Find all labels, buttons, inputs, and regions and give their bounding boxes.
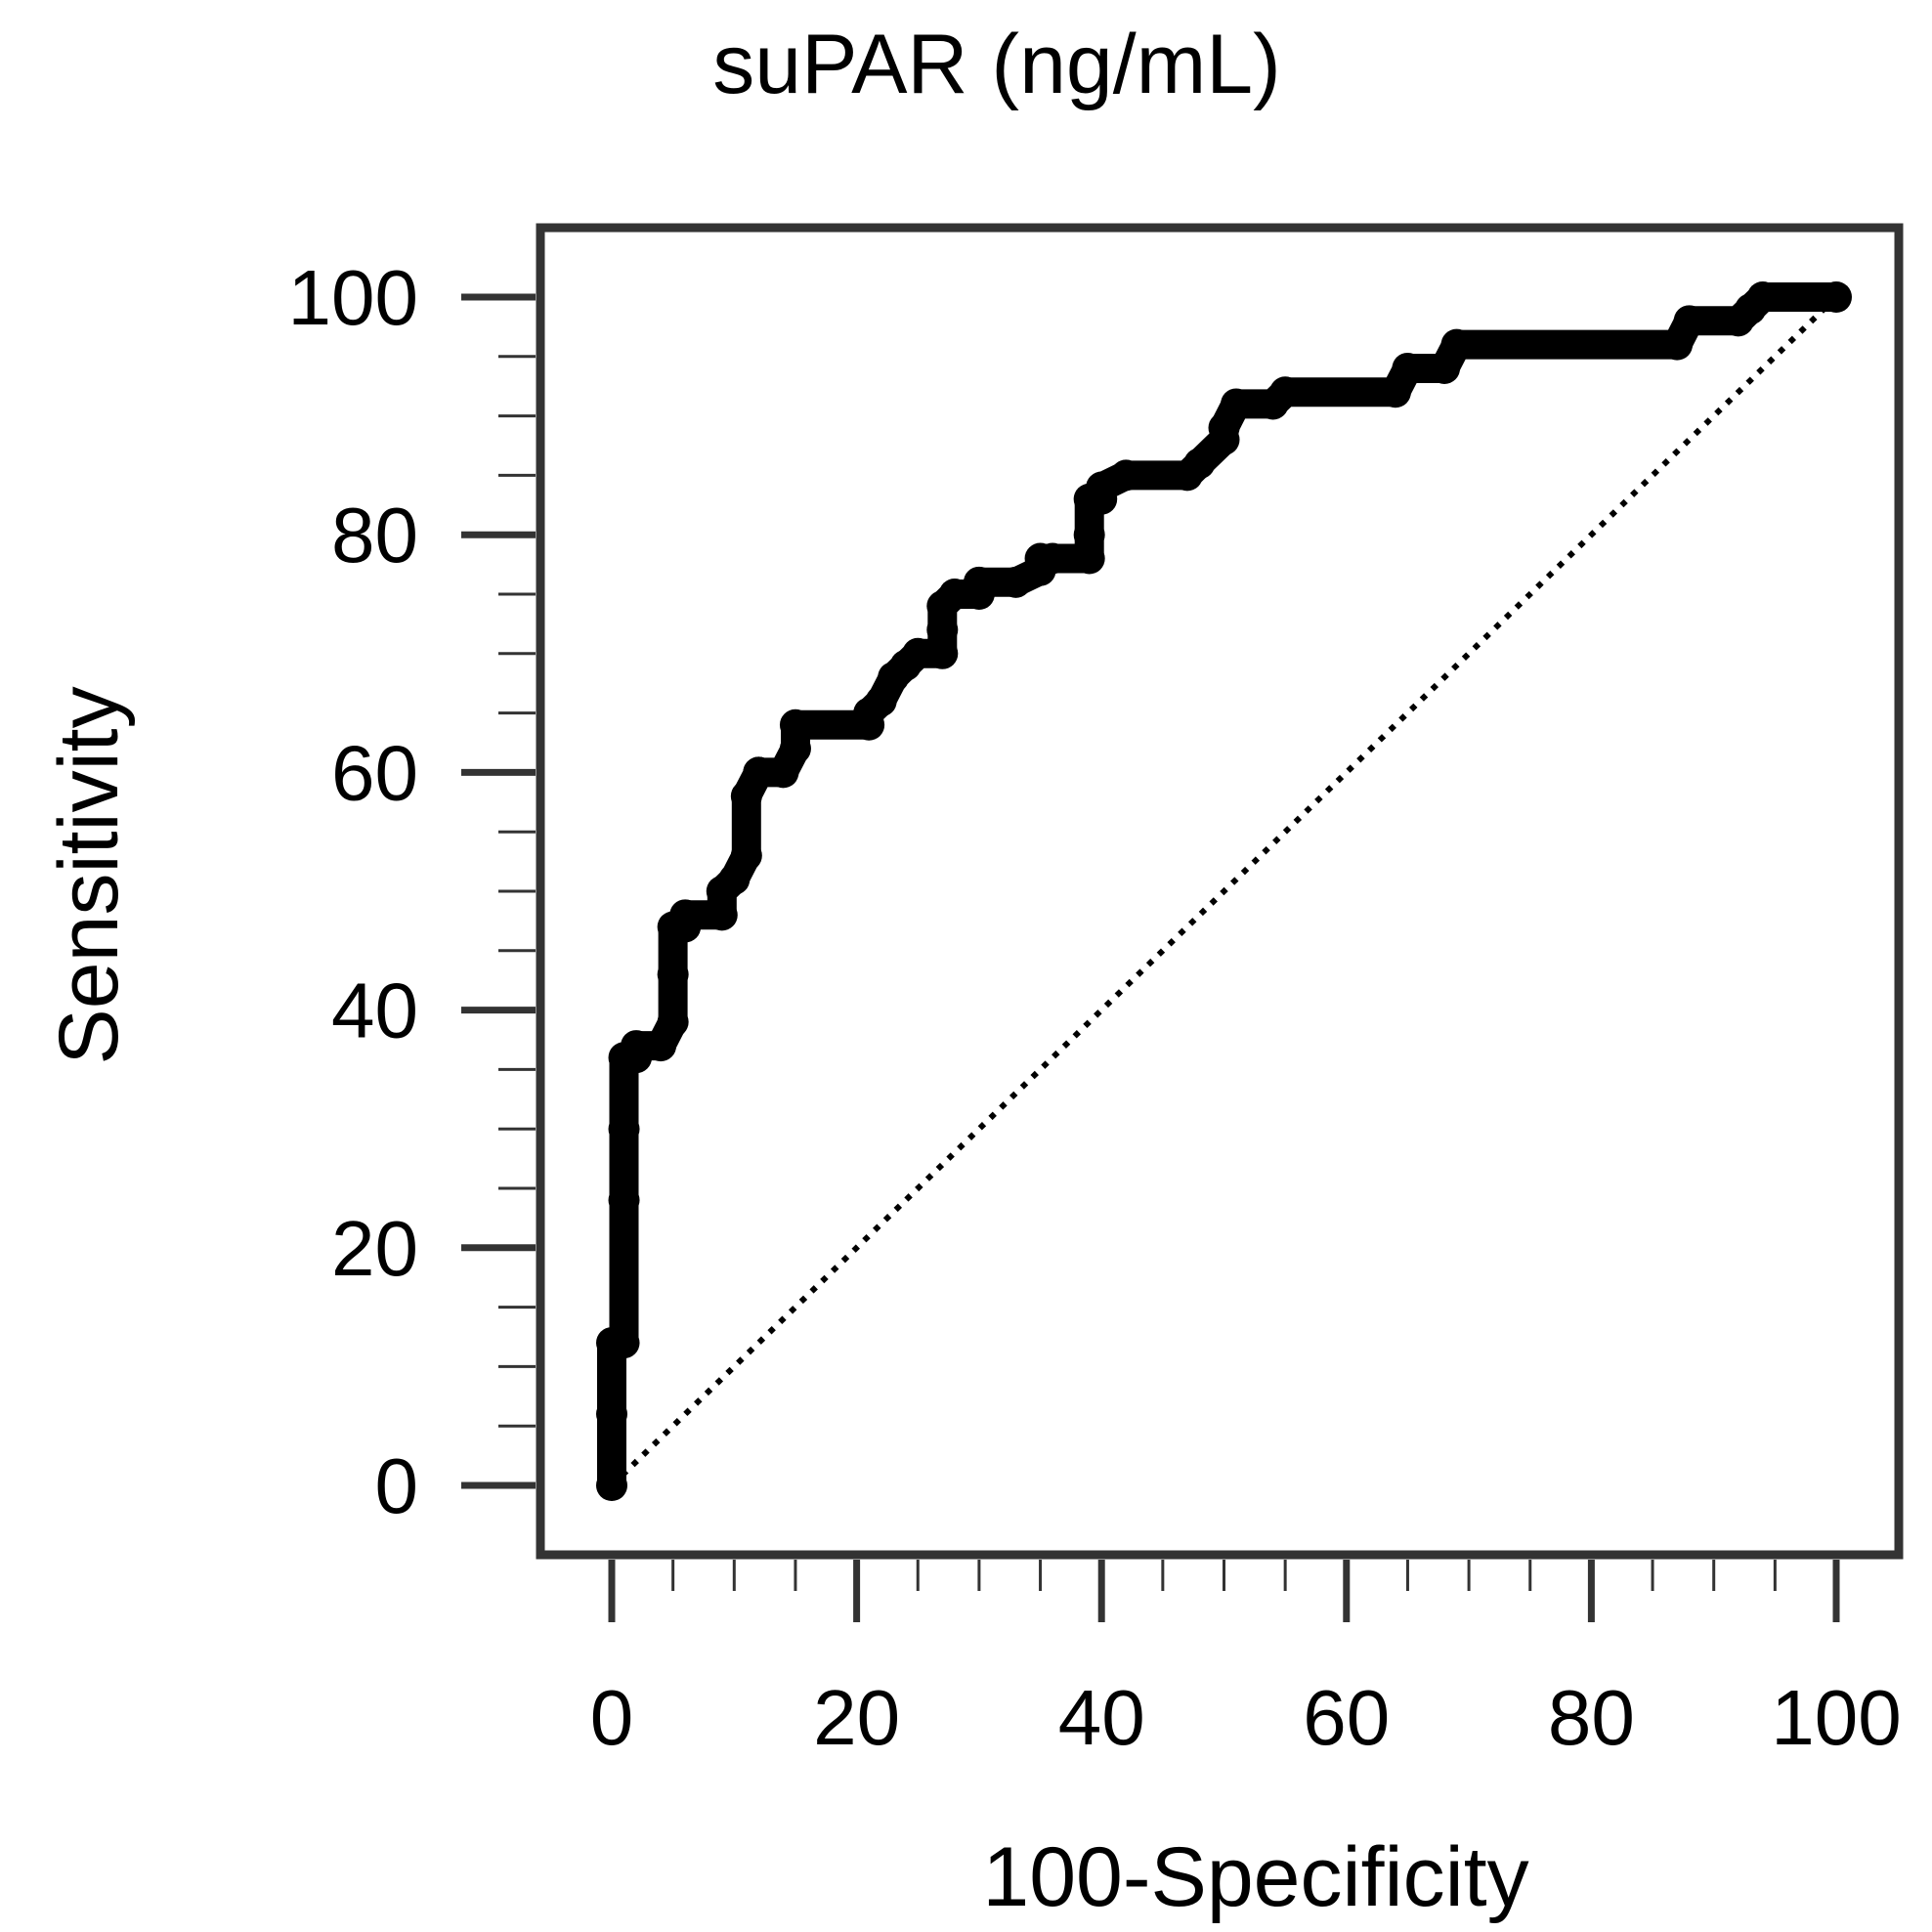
roc-point <box>779 708 811 741</box>
roc-point <box>938 579 970 610</box>
roc-point <box>1208 411 1240 444</box>
roc-point <box>657 1006 689 1038</box>
roc-point <box>963 566 995 598</box>
roc-point <box>1073 542 1105 575</box>
x-tick-label: 0 <box>590 1674 634 1761</box>
reference-diagonal-line <box>609 294 1839 1488</box>
roc-point <box>706 899 738 931</box>
x-tick-label: 80 <box>1548 1674 1635 1761</box>
roc-point <box>1110 459 1142 492</box>
roc-point <box>779 733 811 765</box>
y-tick-label: 0 <box>375 1442 419 1529</box>
x-tick-label: 40 <box>1058 1674 1145 1761</box>
roc-point <box>730 780 762 812</box>
roc-point <box>608 1113 640 1145</box>
roc-point <box>596 1398 627 1431</box>
y-tick-label: 80 <box>331 492 418 579</box>
y-tick-label: 100 <box>288 254 418 341</box>
roc-point <box>718 863 751 895</box>
roc-point <box>1440 328 1473 361</box>
roc-point <box>1086 471 1118 503</box>
roc-point <box>730 839 762 872</box>
roc-point <box>1429 352 1461 384</box>
x-axis: 0 20 40 60 80 100 <box>590 1560 1902 1761</box>
roc-point <box>743 756 775 789</box>
x-tick-label: 60 <box>1303 1674 1390 1761</box>
roc-point <box>926 637 959 669</box>
roc-point <box>902 637 934 669</box>
roc-point <box>865 685 897 717</box>
x-tick-label: 100 <box>1771 1674 1901 1761</box>
chart-title: suPAR (ng/mL) <box>712 18 1280 111</box>
roc-point <box>1661 328 1694 361</box>
y-tick-label: 40 <box>331 967 418 1054</box>
roc-point <box>645 1030 677 1062</box>
plot-frame <box>536 223 1904 1560</box>
roc-point <box>1221 388 1253 420</box>
roc-point <box>1821 281 1852 313</box>
roc-point <box>608 1327 640 1359</box>
x-tick-label: 20 <box>813 1674 900 1761</box>
roc-point <box>1000 566 1032 598</box>
roc-point <box>926 614 959 646</box>
roc-point <box>1037 542 1069 575</box>
roc-point <box>1269 376 1302 408</box>
y-axis: 0 20 40 60 80 100 <box>288 254 536 1529</box>
roc-point <box>1073 519 1105 551</box>
roc-point <box>596 1470 627 1501</box>
roc-point <box>1379 376 1411 408</box>
y-axis-label: Sensitivity <box>42 686 136 1064</box>
roc-point <box>608 1184 640 1217</box>
y-tick-label: 60 <box>331 729 418 816</box>
roc-point <box>767 756 799 789</box>
roc-point <box>1392 352 1424 384</box>
roc-point <box>621 1030 653 1062</box>
roc-point <box>1746 281 1779 313</box>
roc-point <box>669 899 702 931</box>
roc-point <box>1183 448 1216 480</box>
y-tick-label: 20 <box>331 1205 418 1292</box>
roc-point <box>657 959 689 991</box>
roc-point <box>1673 305 1705 337</box>
x-axis-label: 100-Specificity <box>982 1830 1528 1924</box>
plot-area <box>596 281 1852 1501</box>
